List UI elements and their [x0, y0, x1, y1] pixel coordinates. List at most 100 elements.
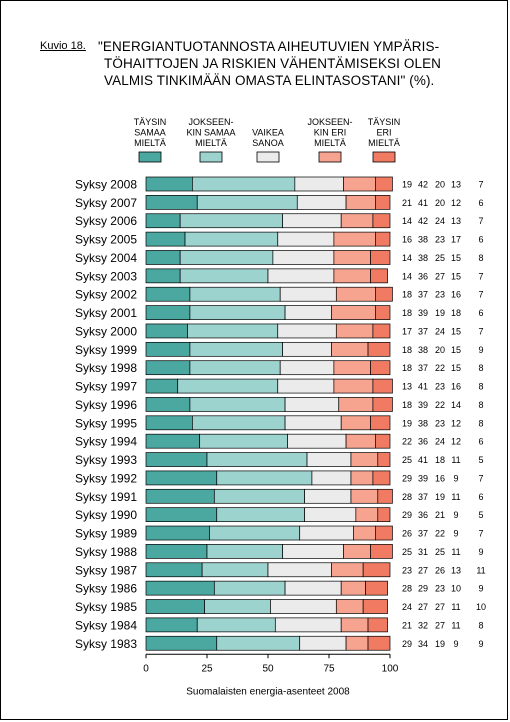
value-label: 19: [435, 639, 445, 649]
value-label: 14: [402, 216, 412, 226]
value-label: 8: [478, 620, 483, 630]
bar-segment: [145, 562, 203, 578]
category-label: Syksy 1995: [75, 416, 137, 430]
category-label: Syksy 2004: [75, 251, 137, 265]
value-label: 27: [435, 271, 445, 281]
value-label: 19: [402, 180, 412, 190]
value-label: 13: [451, 180, 461, 190]
value-label: 20: [435, 345, 445, 355]
legend-label-4-line-3: MIELTÄ: [314, 138, 346, 148]
value-label: 18: [402, 290, 412, 300]
value-label: 37: [418, 290, 428, 300]
bar-segment: [343, 544, 371, 559]
value-label: 22: [435, 363, 445, 373]
legend-label-1-line-1: TÄYSIN: [134, 117, 167, 127]
value-label: 15: [451, 253, 461, 263]
bar-segment: [179, 250, 274, 265]
value-label: 11: [451, 492, 460, 502]
x-tick-label: 75: [323, 663, 335, 674]
value-label: 21: [435, 510, 445, 520]
bar-segment: [216, 635, 301, 651]
bar-segment: [206, 452, 308, 467]
bar-segment: [333, 268, 371, 284]
value-label: 24: [435, 437, 445, 447]
bar-segment: [213, 488, 305, 504]
value-label: 37: [418, 363, 428, 373]
bar-segment: [282, 544, 344, 559]
bar-segment: [370, 268, 388, 284]
bar-segment: [216, 507, 305, 523]
category-label: Syksy 2001: [75, 306, 137, 320]
value-label: 13: [451, 565, 461, 575]
bar-segment: [331, 305, 376, 320]
value-label: 17: [402, 326, 412, 336]
value-label: 9: [478, 345, 483, 355]
value-label: 38: [418, 253, 428, 263]
category-label: Syksy 1996: [75, 398, 137, 412]
bar-segment: [335, 286, 376, 302]
value-label: 18: [402, 400, 412, 410]
x-tick-label: 25: [201, 663, 213, 674]
bar-segment: [270, 599, 337, 614]
value-label: 41: [418, 455, 428, 465]
legend-swatch-5: [372, 151, 396, 163]
bar-segment: [340, 580, 366, 596]
bar-segment: [177, 378, 279, 394]
value-label: 9: [478, 584, 483, 594]
value-label: 14: [402, 271, 412, 281]
value-label: 19: [435, 308, 445, 318]
legend-label-4-line-1: JOKSEEN-: [307, 117, 352, 127]
bar-segment: [331, 562, 364, 578]
legend-label-4-line-2: KIN ERI: [314, 128, 347, 138]
value-label: 29: [402, 473, 412, 483]
bar-segment: [145, 470, 218, 486]
bar-segment: [145, 433, 201, 449]
value-label: 18: [402, 345, 412, 355]
value-label: 24: [402, 602, 412, 612]
bar-segment: [189, 305, 286, 320]
x-tick-label: 50: [262, 663, 274, 674]
bar-segment: [277, 231, 335, 247]
figure-label: Kuvio 18.: [40, 40, 86, 52]
legend-label-2-line-2: KIN SAMAA: [186, 128, 235, 138]
value-label: 16: [451, 382, 461, 392]
bar-segment: [362, 562, 391, 578]
bar-segment: [204, 599, 271, 614]
value-label: 15: [451, 271, 461, 281]
value-label: 37: [418, 326, 428, 336]
bar-segment: [145, 507, 218, 523]
value-label: 18: [451, 308, 461, 318]
bar-segment: [350, 470, 374, 486]
bar-segment: [367, 341, 391, 357]
value-label: 7: [478, 290, 483, 300]
bar-segment: [284, 580, 342, 596]
value-label: 41: [418, 198, 428, 208]
value-label: 18: [402, 363, 412, 373]
value-label: 7: [478, 180, 483, 190]
category-label: Syksy 1989: [75, 527, 137, 541]
bar-segment: [145, 323, 188, 339]
category-label: Syksy 1994: [75, 435, 137, 449]
bar-segment: [145, 213, 181, 229]
value-label: 5: [478, 455, 483, 465]
value-label: 24: [435, 216, 445, 226]
category-label: Syksy 2006: [75, 214, 137, 228]
bar-segment: [331, 341, 369, 357]
bar-segment: [274, 617, 342, 633]
value-label: 7: [478, 216, 483, 226]
value-label: 28: [402, 584, 412, 594]
bar-segment: [294, 176, 344, 192]
bar-segment: [145, 544, 208, 559]
bar-segment: [145, 617, 198, 633]
bar-segment: [377, 488, 393, 504]
bar-segment: [282, 341, 332, 357]
bar-segment: [372, 323, 391, 339]
value-label: 38: [418, 235, 428, 245]
value-label: 15: [451, 345, 461, 355]
legend-label-3-line-1: VAIKEA: [252, 128, 284, 138]
bar-segment: [213, 580, 286, 596]
value-label: 8: [478, 382, 483, 392]
bar-segment: [145, 599, 205, 614]
bar-segment: [375, 176, 393, 192]
